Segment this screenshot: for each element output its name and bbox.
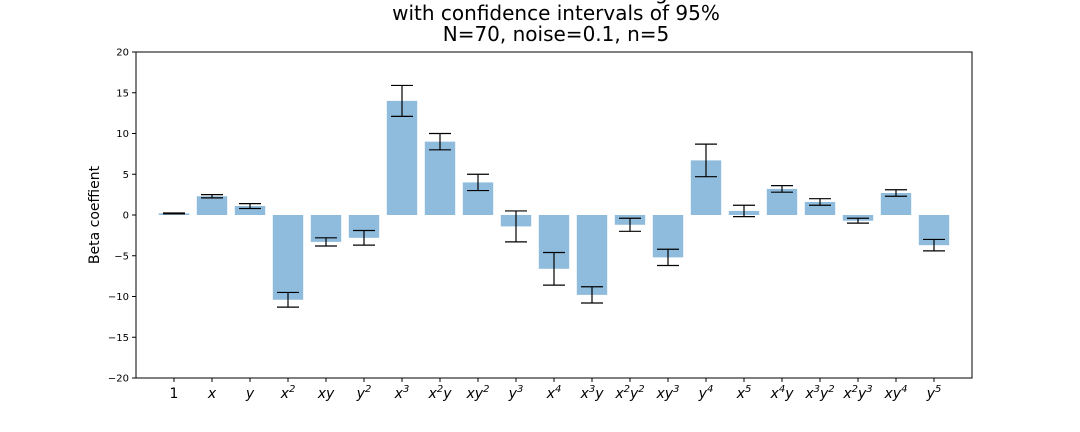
x-tick-label: x2y xyxy=(428,384,453,402)
y-tick-label: −15 xyxy=(108,333,129,344)
x-tick-label: x4 xyxy=(546,384,562,402)
bar xyxy=(880,192,912,215)
errorbar xyxy=(315,237,337,247)
y-tick-label: −10 xyxy=(108,292,129,303)
y-tick-label: 15 xyxy=(116,88,129,99)
chart-title: Beta coefficient from OLS regressionwith… xyxy=(373,0,739,46)
x-tick-label: x2y2 xyxy=(614,384,644,402)
x-tick-label: x4y xyxy=(770,384,795,402)
y-tick-label: 5 xyxy=(123,170,129,181)
bar xyxy=(576,215,608,295)
y-tick-label: 0 xyxy=(123,211,129,222)
x-tick-label: xy2 xyxy=(466,384,490,402)
bar xyxy=(386,100,418,215)
y-axis-label: Beta coeffient xyxy=(87,165,103,264)
bar xyxy=(272,215,304,300)
x-tick-label: x3y2 xyxy=(804,384,834,402)
chart-title-line: Beta coefficient from OLS regression xyxy=(373,0,739,4)
x-tick-label: x2 xyxy=(280,384,296,402)
x-tick-label: xy3 xyxy=(656,384,680,402)
errorbar xyxy=(353,229,375,246)
errorbar xyxy=(201,194,223,199)
errorbar xyxy=(847,217,869,224)
bar xyxy=(196,196,228,215)
errorbar xyxy=(277,291,299,308)
bar xyxy=(234,206,266,215)
y-tick-label: 10 xyxy=(116,129,129,140)
y-tick-label: −20 xyxy=(108,374,129,385)
x-tick-label: x xyxy=(207,386,217,402)
y-axis-ticks: 20 15 10 5 0 −5 −10 −15 −20 xyxy=(108,48,136,385)
x-tick-label: y4 xyxy=(698,384,714,402)
x-tick-label: xy4 xyxy=(884,384,908,402)
errorbar xyxy=(619,217,641,232)
errorbar xyxy=(163,212,185,215)
errorbar xyxy=(429,132,451,151)
y-tick-label: 20 xyxy=(116,48,129,59)
errorbar xyxy=(505,210,527,243)
errorbar xyxy=(543,251,565,286)
x-tick-label: 1 xyxy=(170,386,179,402)
x-tick-label: xy xyxy=(317,386,335,402)
errorbar xyxy=(771,185,793,193)
x-tick-label: x3y xyxy=(580,384,605,402)
errorbars-group xyxy=(163,84,945,308)
bar xyxy=(348,215,380,238)
errorbar xyxy=(923,238,945,252)
errorbar xyxy=(809,198,831,206)
errorbar xyxy=(391,84,413,117)
bar xyxy=(424,141,456,215)
x-tick-label: y xyxy=(245,386,255,402)
chart-title-line: N=70, noise=0.1, n=5 xyxy=(443,22,670,46)
errorbar xyxy=(239,202,261,210)
y-tick-label: −5 xyxy=(114,251,129,262)
x-tick-label: y2 xyxy=(356,384,372,402)
x-axis-ticks: 1 x y x2 xy y2 x3 x2y xy2 y3 x4 x3y x2y2 xy3 y4 x5 x4y x3… xyxy=(170,378,942,402)
x-tick-label: y3 xyxy=(508,384,524,402)
chart-title-line: with confidence intervals of 95% xyxy=(392,1,720,25)
x-tick-label: x5 xyxy=(736,384,752,402)
x-tick-label: x2y3 xyxy=(842,384,872,402)
errorbar xyxy=(695,143,717,178)
errorbar xyxy=(657,248,679,267)
x-tick-label: x3 xyxy=(394,384,410,402)
errorbar xyxy=(885,189,907,197)
x-tick-label: y5 xyxy=(926,384,942,402)
errorbar xyxy=(581,286,603,304)
errorbar xyxy=(467,173,489,192)
errorbar xyxy=(733,204,755,218)
bar xyxy=(766,188,798,215)
